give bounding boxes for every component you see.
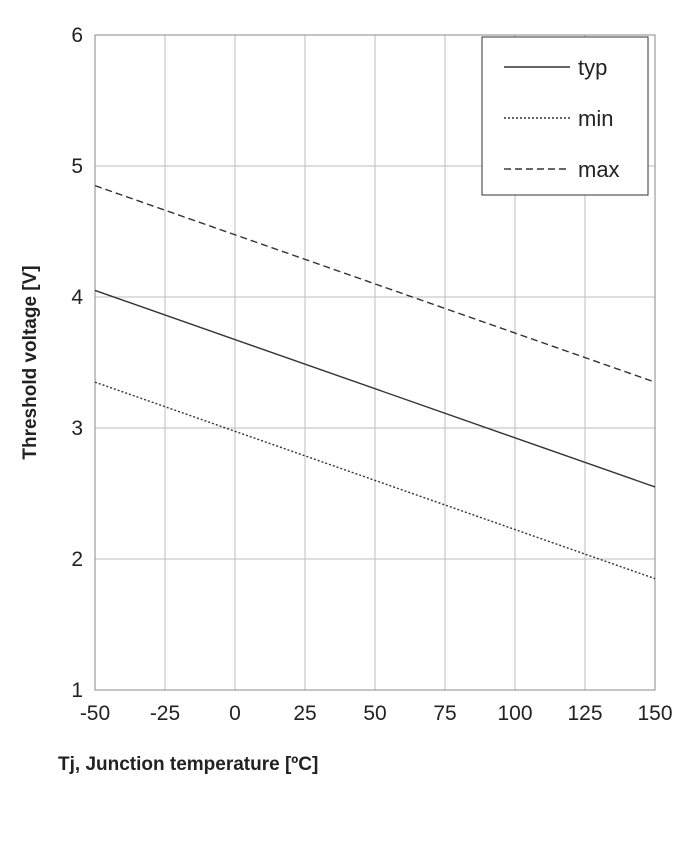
y-tick-label: 1 xyxy=(71,679,83,702)
y-tick-label: 3 xyxy=(71,417,83,440)
x-tick-label: 75 xyxy=(433,702,456,725)
legend: typ min max xyxy=(481,36,649,196)
x-tick-label: 150 xyxy=(637,702,672,725)
x-tick-label: 25 xyxy=(293,702,316,725)
series-layer xyxy=(94,184,656,580)
legend-label-min: min xyxy=(578,106,613,131)
series-line-typ xyxy=(94,289,656,488)
y-tick-label: 4 xyxy=(71,286,83,309)
tick-layer: -50 -25 0 25 50 75 100 125 150 1 2 3 4 5 6 xyxy=(71,24,672,725)
x-tick-label: -25 xyxy=(150,702,180,725)
legend-label-typ: typ xyxy=(578,55,607,80)
y-tick-label: 5 xyxy=(71,155,83,178)
x-tick-label: 50 xyxy=(363,702,386,725)
x-tick-label: -50 xyxy=(80,702,110,725)
x-tick-label: 0 xyxy=(229,702,241,725)
y-axis-title: Threshold voltage [V] xyxy=(20,265,41,459)
series-line-min xyxy=(94,381,656,580)
legend-box xyxy=(481,36,649,196)
legend-label-max: max xyxy=(578,157,620,182)
plot-frame xyxy=(94,34,656,691)
y-tick-label: 6 xyxy=(71,24,83,47)
x-axis-title: Tj, Junction temperature [ºC] xyxy=(58,754,318,775)
y-tick-label: 2 xyxy=(71,548,83,571)
x-tick-label: 125 xyxy=(567,702,602,725)
x-tick-label: 100 xyxy=(497,702,532,725)
